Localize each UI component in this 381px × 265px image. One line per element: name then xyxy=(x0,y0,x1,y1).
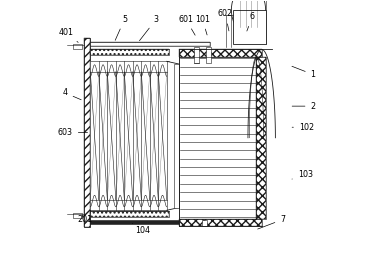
Bar xyxy=(256,57,266,219)
Bar xyxy=(90,49,170,55)
Bar xyxy=(73,213,82,218)
Bar xyxy=(179,219,262,226)
Bar xyxy=(202,220,207,226)
Bar xyxy=(179,219,262,226)
Text: 602: 602 xyxy=(218,9,233,31)
Bar xyxy=(194,47,199,63)
Bar xyxy=(73,45,82,49)
Bar xyxy=(90,61,167,210)
Bar xyxy=(84,38,90,227)
Text: 7: 7 xyxy=(258,215,285,229)
Text: 102: 102 xyxy=(292,123,314,132)
Bar xyxy=(179,50,262,57)
Bar xyxy=(256,57,266,219)
Text: 2: 2 xyxy=(292,102,315,111)
Text: 101: 101 xyxy=(195,15,210,35)
Text: 103: 103 xyxy=(292,170,313,179)
Text: 401: 401 xyxy=(59,28,78,42)
Bar xyxy=(179,50,262,57)
Bar xyxy=(90,211,170,217)
Bar xyxy=(90,220,216,224)
Bar xyxy=(84,38,90,227)
Text: 201: 201 xyxy=(77,215,93,224)
Bar xyxy=(174,64,179,208)
Text: 104: 104 xyxy=(133,223,150,235)
Text: 6: 6 xyxy=(247,12,255,31)
Text: 1: 1 xyxy=(292,66,315,79)
Text: 601: 601 xyxy=(178,15,195,35)
Bar xyxy=(233,10,266,44)
Text: 3: 3 xyxy=(139,15,159,41)
Bar xyxy=(90,42,210,46)
Text: 603: 603 xyxy=(58,128,88,137)
Bar xyxy=(90,211,170,217)
Text: 5: 5 xyxy=(115,15,127,40)
Ellipse shape xyxy=(231,0,266,34)
Bar xyxy=(90,49,170,55)
Text: 4: 4 xyxy=(63,89,81,100)
Bar xyxy=(206,47,211,63)
Bar xyxy=(90,42,210,46)
